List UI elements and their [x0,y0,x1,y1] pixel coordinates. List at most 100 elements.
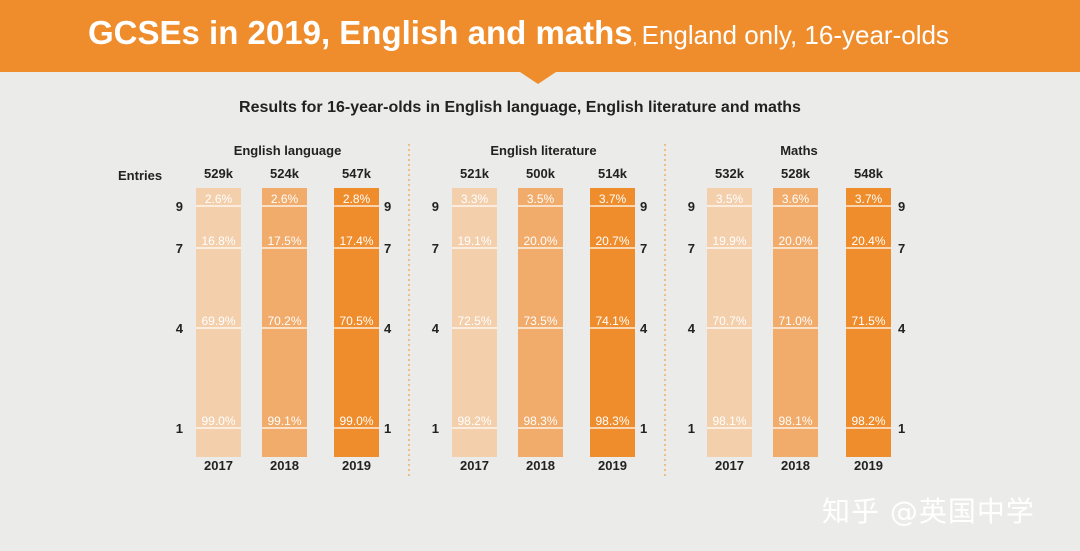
data-label: 70.2% [267,314,301,328]
grade-axis-label-left: 1 [688,421,695,436]
data-label: 3.5% [527,192,555,206]
data-label: 3.3% [461,192,489,206]
bar [707,188,752,457]
bar [334,188,379,457]
grade-axis-label-right: 4 [898,321,906,336]
data-label: 2.8% [343,192,371,206]
data-label: 99.0% [339,414,373,428]
grade-axis-label-right: 9 [640,199,647,214]
data-label: 98.1% [778,414,812,428]
grade-axis-label-left: 4 [688,321,696,336]
chart-title: Results for 16-year-olds in English lang… [239,99,801,116]
data-label: 99.1% [267,414,301,428]
grade-axis-label-left: 7 [432,241,439,256]
entries-value: 547k [342,166,372,181]
watermark: 知乎 @英国中学 [822,495,1035,528]
grade-axis-label-left: 1 [176,421,183,436]
header-banner [0,0,1080,72]
year-label: 2018 [526,458,555,473]
grade-axis-label-left: 7 [176,241,183,256]
data-label: 3.7% [599,192,627,206]
year-label: 2019 [854,458,883,473]
year-label: 2019 [598,458,627,473]
grade-axis-label-right: 7 [640,241,647,256]
grade-axis-label-right: 1 [384,421,391,436]
panel-title: English language [234,143,342,158]
grade-axis-label-right: 9 [898,199,905,214]
title-main: GCSEs in 2019, English and maths [88,14,633,51]
data-label: 17.5% [267,234,301,248]
bar [196,188,241,457]
data-label: 73.5% [523,314,557,328]
data-label: 99.0% [201,414,235,428]
page-title: GCSEs in 2019, English and maths, Englan… [88,14,949,52]
panel-title: Maths [780,143,818,158]
data-label: 3.7% [855,192,883,206]
bar [773,188,818,457]
title-separator: , [632,31,642,48]
grade-axis-label-left: 1 [432,421,439,436]
grade-axis-label-right: 7 [384,241,391,256]
entries-value: 521k [460,166,490,181]
data-label: 70.7% [712,314,746,328]
banner-arrow [520,72,556,84]
data-label: 19.9% [712,234,746,248]
grade-axis-label-right: 1 [640,421,647,436]
data-label: 70.5% [339,314,373,328]
data-label: 72.5% [457,314,491,328]
data-label: 98.3% [595,414,629,428]
grade-axis-label-right: 7 [898,241,905,256]
year-label: 2017 [204,458,233,473]
data-label: 2.6% [205,192,233,206]
entries-value: 514k [598,166,628,181]
data-label: 20.4% [851,234,885,248]
data-label: 98.1% [712,414,746,428]
data-label: 3.5% [716,192,744,206]
data-label: 98.3% [523,414,557,428]
entries-value: 529k [204,166,234,181]
data-label: 98.2% [851,414,885,428]
entries-value: 528k [781,166,811,181]
grade-axis-label-left: 4 [176,321,184,336]
title-sub: England only, 16-year-olds [641,20,949,50]
data-label: 19.1% [457,234,491,248]
year-label: 2017 [460,458,489,473]
data-label: 20.7% [595,234,629,248]
data-label: 3.6% [782,192,810,206]
entries-value: 548k [854,166,884,181]
bar [846,188,891,457]
grade-axis-label-right: 4 [384,321,392,336]
entries-label: Entries [118,168,162,183]
grade-axis-label-right: 1 [898,421,905,436]
bar [452,188,497,457]
panel-title: English literature [490,143,596,158]
grade-axis-label-right: 4 [640,321,648,336]
data-label: 69.9% [201,314,235,328]
data-label: 98.2% [457,414,491,428]
data-label: 17.4% [339,234,373,248]
grade-axis-label-left: 9 [432,199,439,214]
year-label: 2019 [342,458,371,473]
entries-value: 532k [715,166,745,181]
data-label: 2.6% [271,192,299,206]
grade-axis-label-left: 4 [432,321,440,336]
grade-axis-label-right: 9 [384,199,391,214]
grade-axis-label-left: 9 [688,199,695,214]
grade-axis-label-left: 7 [688,241,695,256]
bar [518,188,563,457]
entries-value: 500k [526,166,556,181]
year-label: 2018 [270,458,299,473]
data-label: 71.5% [851,314,885,328]
grade-axis-label-left: 9 [176,199,183,214]
year-label: 2018 [781,458,810,473]
data-label: 74.1% [595,314,629,328]
data-label: 20.0% [778,234,812,248]
bar [590,188,635,457]
data-label: 16.8% [201,234,235,248]
bar [262,188,307,457]
year-label: 2017 [715,458,744,473]
entries-value: 524k [270,166,300,181]
data-label: 71.0% [778,314,812,328]
data-label: 20.0% [523,234,557,248]
